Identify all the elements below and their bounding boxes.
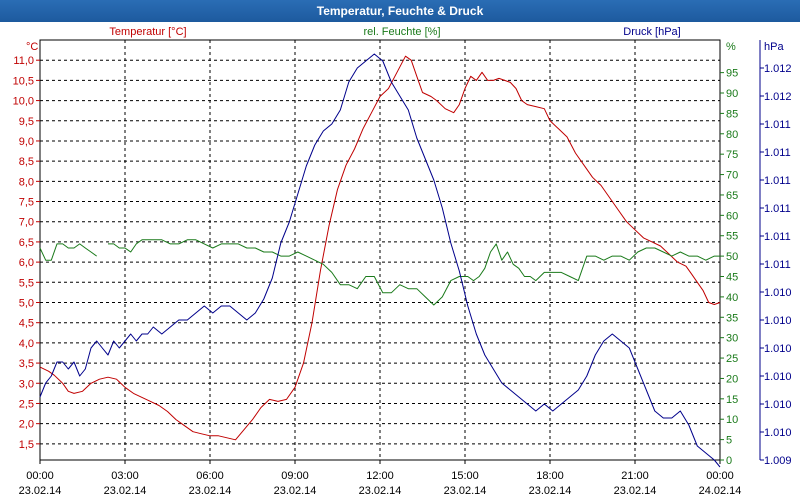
temp-tick-label: 3,5 — [19, 358, 34, 370]
chart-title: Temperatur, Feuchte & Druck — [316, 4, 484, 18]
humidity-tick-label: 80 — [726, 129, 738, 141]
x-tick-label-date: 23.02.14 — [359, 485, 402, 497]
humidity-tick-label: 20 — [726, 373, 738, 385]
pressure-tick-label: 1.010 — [764, 371, 792, 383]
x-tick-label-time: 21:00 — [621, 470, 649, 482]
temp-tick-label: 7,5 — [19, 197, 34, 209]
axis-layer: 00:00 23.02.14 03:00 23.02.14 06:00 23.02.14 0… — [13, 26, 792, 497]
temp-tick-label: 5,0 — [19, 298, 34, 310]
pressure-tick-label: 1.011 — [764, 147, 791, 159]
humidity-tick-label: 75 — [726, 149, 738, 161]
temp-tick-label: 2,5 — [19, 398, 34, 410]
series-layer — [39, 53, 721, 468]
temp-tick-label: 8,5 — [19, 156, 34, 168]
chart-title-bar: Temperatur, Feuchte & Druck — [0, 0, 800, 22]
x-tick-label-time: 18:00 — [536, 470, 564, 482]
humidity-tick-label: 85 — [726, 108, 738, 120]
x-tick-label-date: 23.02.14 — [444, 485, 487, 497]
temp-axis-title: Temperatur [°C] — [109, 26, 186, 38]
x-tick-label-date: 23.02.14 — [529, 485, 572, 497]
humidity-tick-label: 10 — [726, 414, 738, 426]
pressure-tick-label: 1.010 — [764, 399, 792, 411]
temp-tick-label: 1,5 — [19, 439, 34, 451]
pressure-tick-label: 1.011 — [764, 231, 791, 243]
pressure-tick-label: 1.010 — [764, 427, 792, 439]
pressure-unit-label: hPa — [764, 41, 784, 53]
temp-tick-label: 4,0 — [19, 338, 34, 350]
x-tick-label-time: 09:00 — [281, 470, 309, 482]
pressure-tick-label: 1.010 — [764, 287, 792, 299]
humidity-tick-label: 90 — [726, 88, 738, 100]
x-tick-label-date: 23.02.14 — [19, 485, 62, 497]
temp-tick-label: 2,0 — [19, 419, 34, 431]
x-tick-label-time: 06:00 — [196, 470, 224, 482]
temp-tick-label: 9,5 — [19, 116, 34, 128]
pressure-tick-label: 1.011 — [764, 119, 791, 131]
pressure-tick-label: 1.012 — [764, 63, 792, 75]
humidity-tick-label: 0 — [726, 455, 732, 467]
x-tick-label-time: 12:00 — [366, 470, 394, 482]
temp-tick-label: 7,0 — [19, 217, 34, 229]
temp-tick-label: 6,0 — [19, 257, 34, 269]
pressure-tick-label: 1.012 — [764, 91, 792, 103]
humidity-tick-label: 50 — [726, 251, 738, 263]
temp-tick-label: 11,0 — [13, 55, 34, 67]
humidity-tick-label: 65 — [726, 190, 738, 202]
x-tick-label-date: 23.02.14 — [104, 485, 147, 497]
temp-tick-label: 10,0 — [13, 96, 34, 108]
pressure-tick-label: 1.010 — [764, 315, 792, 327]
x-tick-label-time: 00:00 — [26, 470, 54, 482]
humidity-tick-label: 35 — [726, 312, 738, 324]
humidity-tick-label: 30 — [726, 333, 738, 345]
temp-tick-label: 6,5 — [19, 237, 34, 249]
humidity-tick-label: 95 — [726, 68, 738, 80]
humidity-tick-label: 40 — [726, 292, 738, 304]
grid-layer — [39, 39, 721, 461]
pressure-tick-label: 1.009 — [764, 455, 792, 467]
temp-tick-label: 10,5 — [13, 75, 34, 87]
x-tick-label-date: 24.02.14 — [699, 485, 742, 497]
temp-unit-label: °C — [26, 41, 38, 53]
humidity-tick-label: 15 — [726, 394, 738, 406]
pressure-series-line — [39, 53, 721, 468]
humidity-series-line — [108, 239, 720, 306]
humidity-tick-label: 60 — [726, 210, 738, 222]
temp-tick-label: 5,5 — [19, 277, 34, 289]
x-tick-label-time: 03:00 — [111, 470, 139, 482]
x-tick-label-date: 23.02.14 — [614, 485, 657, 497]
pressure-axis-title: Druck [hPa] — [623, 26, 680, 38]
x-tick-label-time: 00:00 — [706, 470, 734, 482]
x-tick-label-date: 23.02.14 — [189, 485, 232, 497]
pressure-tick-label: 1.011 — [764, 175, 791, 187]
humidity-axis-title: rel. Feuchte [%] — [363, 26, 440, 38]
temp-tick-label: 3,0 — [19, 378, 34, 390]
humidity-tick-label: 55 — [726, 231, 738, 243]
humidity-tick-label: 45 — [726, 272, 738, 284]
humidity-tick-label: 70 — [726, 170, 738, 182]
pressure-tick-label: 1.011 — [764, 259, 791, 271]
temp-tick-label: 9,0 — [19, 136, 34, 148]
x-tick-label-date: 23.02.14 — [274, 485, 317, 497]
pressure-tick-label: 1.011 — [764, 203, 791, 215]
pressure-tick-label: 1.010 — [764, 343, 792, 355]
humidity-series-line — [39, 243, 97, 261]
humidity-tick-label: 25 — [726, 353, 738, 365]
temp-tick-label: 8,0 — [19, 176, 34, 188]
x-tick-label-time: 15:00 — [451, 470, 479, 482]
humidity-unit-label: % — [726, 41, 736, 53]
humidity-tick-label: 5 — [726, 435, 732, 447]
temp-tick-label: 4,5 — [19, 318, 34, 330]
temperature-series-line — [39, 55, 721, 441]
